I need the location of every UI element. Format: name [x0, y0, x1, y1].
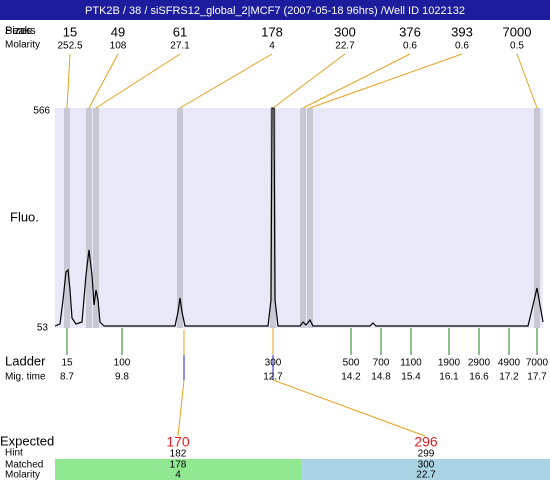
peak-link [179, 53, 273, 109]
y-min: 53 [37, 323, 49, 334]
peak-band [307, 108, 313, 328]
ladder-time: 9.8 [115, 372, 129, 383]
matched-bg [301, 459, 550, 480]
ladder-label: Ladder [5, 353, 46, 368]
expected-size: 170 [166, 434, 190, 450]
matched-size: 178 [170, 460, 187, 471]
matched-label: Matched [5, 460, 43, 471]
peak-link [88, 53, 119, 109]
matched-size: 300 [418, 460, 435, 471]
peak-link [309, 53, 463, 109]
ladder-size: 1100 [400, 358, 422, 369]
mig-time-label: Mig. time [5, 372, 46, 383]
expected-size: 296 [414, 434, 438, 450]
ladder-size: 500 [343, 358, 360, 369]
peak-band [534, 108, 540, 328]
ladder-time: 16.6 [469, 372, 489, 383]
ladder-size: 300 [265, 358, 282, 369]
ladder-time: 8.7 [60, 372, 74, 383]
ladder-time: 14.2 [341, 372, 361, 383]
title: PTK2B / 38 / siSFRS12_global_2|MCF7 (200… [85, 5, 465, 17]
peak-band [86, 108, 92, 328]
expected-label: Expected [0, 433, 54, 448]
ladder-size: 4900 [498, 358, 521, 369]
peak-size: 7000 [503, 24, 532, 39]
plot-area [55, 108, 543, 328]
ladder-size: 2900 [468, 358, 491, 369]
peak-band [93, 108, 99, 328]
ladder-size: 100 [114, 358, 131, 369]
ladder-time: 14.8 [371, 372, 391, 383]
peak-link [95, 53, 181, 109]
matched-bg [55, 459, 301, 480]
peak-link [302, 53, 411, 109]
ladder-time: 17.2 [499, 372, 519, 383]
fluo-label: Fluo. [10, 209, 39, 224]
ladder-size: 700 [373, 358, 390, 369]
peak-band [64, 108, 70, 328]
ladder-time: 15.4 [401, 372, 421, 383]
peak-link [516, 53, 538, 109]
peak-band [300, 108, 306, 328]
matched-molarity-label: Molarity [5, 470, 40, 480]
peak-size: 49 [111, 24, 125, 39]
hint-size: 299 [418, 449, 435, 460]
peak-link [272, 53, 346, 109]
ladder-time: 12.7 [263, 372, 283, 383]
peaks-label: Peaks [5, 25, 36, 37]
molarity-label: Molarity [5, 40, 40, 51]
peak-band [270, 108, 276, 328]
matched-molarity: 22.7 [416, 470, 436, 480]
peak-size: 300 [334, 24, 356, 39]
ladder-size: 7000 [526, 358, 549, 369]
peak-molarity: 108 [110, 41, 127, 52]
trace [54, 107, 544, 327]
peak-molarity: 252.5 [57, 41, 82, 52]
ladder-time: 16.1 [439, 372, 459, 383]
peak-link [66, 53, 71, 109]
match-link [272, 379, 426, 437]
ladder-size: 15 [61, 358, 73, 369]
peak-band [177, 108, 183, 328]
peak-size: 376 [399, 24, 421, 39]
ladder-time: 17.7 [527, 372, 547, 383]
y-max: 566 [33, 106, 50, 117]
peak-molarity: 0.6 [455, 41, 469, 52]
matched-molarity: 4 [175, 470, 181, 480]
hint-label: Hint [5, 448, 23, 459]
sizes-label: Sizes [5, 25, 32, 37]
peak-molarity: 22.7 [335, 41, 355, 52]
hint-size: 182 [170, 449, 187, 460]
peak-size: 61 [173, 24, 187, 39]
peak-molarity: 0.6 [403, 41, 417, 52]
peak-molarity: 27.1 [170, 41, 190, 52]
title-bar [0, 0, 550, 20]
peak-molarity: 0.5 [510, 41, 524, 52]
peak-size: 393 [451, 24, 473, 39]
peak-size: 178 [261, 24, 283, 39]
peak-size: 15 [63, 24, 77, 39]
match-link [177, 379, 185, 437]
ladder-size: 1900 [438, 358, 461, 369]
peak-molarity: 4 [269, 41, 275, 52]
